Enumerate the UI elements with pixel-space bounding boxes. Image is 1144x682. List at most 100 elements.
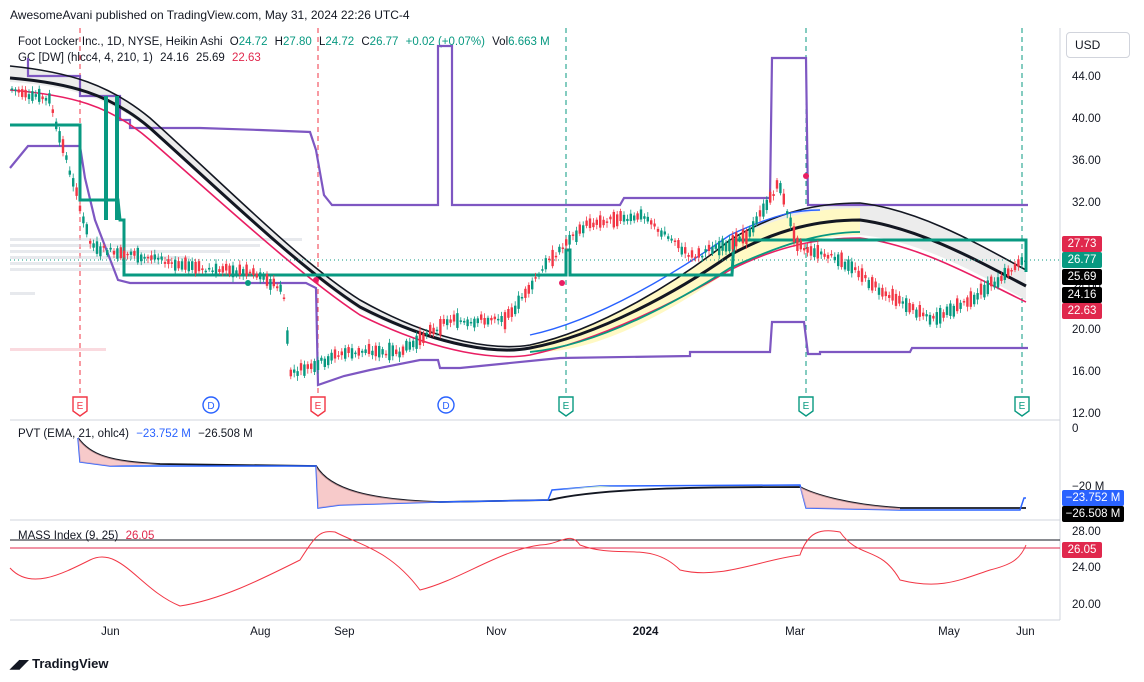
candle-body bbox=[894, 293, 898, 306]
gc-value-1: 24.16 bbox=[160, 52, 189, 64]
candle-body bbox=[503, 312, 507, 330]
candle-body bbox=[697, 248, 700, 258]
candle-body bbox=[344, 348, 347, 359]
candle-body bbox=[347, 347, 350, 354]
candle-body bbox=[571, 234, 575, 236]
candle-body bbox=[959, 302, 962, 309]
band-fill-yellow bbox=[530, 208, 860, 353]
candle-body bbox=[891, 288, 894, 301]
candle-body bbox=[126, 253, 129, 256]
candle-body bbox=[354, 352, 357, 355]
candle-body bbox=[61, 139, 65, 153]
candle-body bbox=[174, 259, 177, 271]
pvt-value-1: −23.752 M bbox=[136, 428, 191, 440]
pvt-indicator-name[interactable]: PVT (EMA, 21, ohlc4) bbox=[18, 428, 129, 440]
candle-body bbox=[425, 332, 428, 335]
candle-body bbox=[993, 281, 996, 288]
candle-body bbox=[714, 244, 717, 249]
candle-body bbox=[796, 237, 799, 252]
event-marker: D bbox=[437, 396, 455, 414]
candle-body bbox=[826, 254, 830, 259]
candle-body bbox=[422, 333, 425, 344]
svg-text:E: E bbox=[77, 401, 84, 412]
candle-body bbox=[38, 88, 41, 102]
candle-body bbox=[401, 346, 405, 355]
candle-body bbox=[673, 240, 677, 243]
candle-body bbox=[446, 319, 449, 326]
candle-body bbox=[306, 364, 309, 369]
high-value: 27.80 bbox=[282, 36, 312, 48]
close-label: C bbox=[361, 36, 370, 48]
time-axis-label: Aug bbox=[250, 626, 271, 638]
candle-body bbox=[418, 331, 422, 346]
candle-body bbox=[296, 371, 299, 376]
candle-body bbox=[490, 317, 493, 321]
candle-body bbox=[123, 250, 126, 258]
candle-body bbox=[707, 244, 711, 252]
candle-body bbox=[752, 221, 755, 233]
candle-body bbox=[942, 312, 945, 318]
tradingview-logo[interactable]: ◢◤ TradingView bbox=[10, 656, 108, 671]
pvt-line bbox=[77, 437, 1026, 511]
candle-body bbox=[932, 315, 935, 319]
candle-body bbox=[405, 340, 408, 351]
candle-body bbox=[908, 302, 911, 313]
candle-body bbox=[391, 345, 394, 357]
candle-body bbox=[78, 205, 82, 212]
candle-body bbox=[867, 279, 870, 289]
candle-body bbox=[806, 246, 809, 253]
candle-body bbox=[782, 193, 785, 205]
candle-body bbox=[201, 268, 204, 271]
candle-body bbox=[398, 351, 401, 358]
price-axis-label: 16.00 bbox=[1072, 366, 1101, 378]
change-value: +0.02 (+0.07%) bbox=[405, 36, 485, 48]
candle-body bbox=[323, 358, 326, 367]
candle-body bbox=[245, 264, 248, 277]
gc-indicator-name[interactable]: GC [DW] (hlcc4, 4, 210, 1) bbox=[18, 52, 153, 64]
candle-body bbox=[765, 199, 768, 211]
candle-body bbox=[854, 267, 857, 271]
pvt-legend: PVT (EMA, 21, ohlc4) −23.752 M −26.508 M bbox=[18, 428, 253, 440]
candle-body bbox=[116, 248, 119, 259]
mass-indicator-name[interactable]: MASS Index (9, 25) bbox=[18, 530, 119, 542]
candle-body bbox=[364, 349, 367, 354]
candle-body bbox=[952, 305, 955, 317]
candle-body bbox=[816, 245, 819, 259]
candle-body bbox=[221, 266, 224, 273]
symbol-label[interactable]: Foot Locker Inc., 1D, NYSE, Heikin Ashi bbox=[18, 36, 223, 48]
candle-body bbox=[55, 121, 58, 130]
event-marker: E bbox=[310, 396, 326, 417]
band-upper-line bbox=[9, 65, 1027, 348]
candle-body bbox=[214, 263, 218, 276]
low-value: 24.72 bbox=[325, 36, 355, 48]
candle-body bbox=[592, 222, 595, 228]
channel-upper-line bbox=[26, 44, 1028, 207]
time-axis-label: 2024 bbox=[632, 626, 659, 638]
price-axis-label: 44.00 bbox=[1072, 71, 1101, 83]
candle-body bbox=[653, 223, 656, 227]
event-marker: D bbox=[202, 396, 220, 414]
candle-body bbox=[786, 211, 789, 215]
candle-body bbox=[1017, 259, 1020, 267]
candle-body bbox=[330, 352, 333, 361]
candle-body bbox=[956, 298, 959, 312]
candle-body bbox=[510, 307, 513, 317]
candle-body bbox=[415, 335, 418, 349]
signal-dot bbox=[559, 280, 565, 286]
open-label: O bbox=[229, 36, 239, 48]
candle-body bbox=[493, 316, 496, 320]
candle-body bbox=[381, 349, 384, 355]
time-axis-label: Nov bbox=[486, 626, 507, 638]
candle-body bbox=[575, 230, 578, 243]
svg-text:D: D bbox=[207, 401, 214, 412]
candle-body bbox=[1013, 263, 1017, 271]
pvt-value-2: −26.508 M bbox=[198, 428, 253, 440]
candle-body bbox=[745, 230, 748, 244]
candle-body bbox=[690, 250, 694, 258]
currency-button[interactable]: USD bbox=[1066, 32, 1130, 58]
candle-body bbox=[177, 261, 180, 269]
candle-body bbox=[378, 345, 381, 358]
candle-body bbox=[24, 89, 27, 98]
